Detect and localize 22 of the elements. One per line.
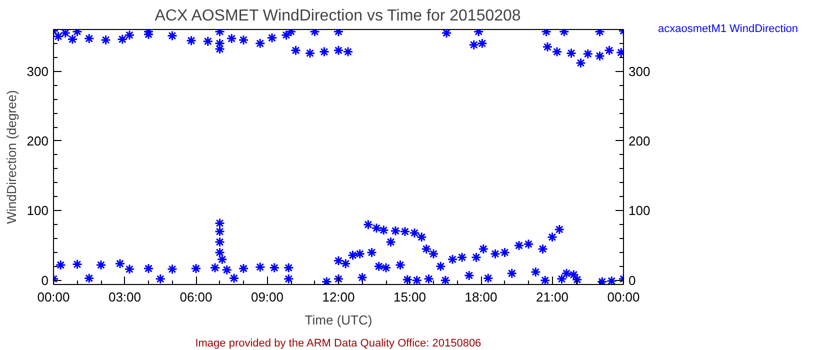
text: Image provided by the ARM Data Quality Office: 20150806 — [195, 338, 482, 350]
text: acxaosmetM1 WindDirection — [658, 22, 798, 37]
x-tick-label: 15:00 — [393, 290, 426, 304]
y2-tick-label: 100 — [628, 203, 650, 218]
chart-title: ACX AOSMET WindDirection vs Time for 20150208 — [154, 8, 521, 24]
y2-tick-label: 300 — [628, 64, 650, 79]
y-tick-label: 100 — [26, 203, 49, 218]
x-tick-label: 00:00 — [37, 290, 70, 304]
x-tick-label: 03:00 — [108, 290, 142, 304]
y-tick-label: 0 — [41, 272, 49, 288]
x-tick-label: 06:00 — [180, 290, 212, 304]
y2-tick-label: 200 — [628, 133, 650, 148]
x-tick-label: 00:00 — [607, 290, 640, 304]
y2-tick-label: 0 — [628, 272, 636, 288]
y-axis-title: WindDirection (degree) — [4, 90, 19, 224]
x-axis-title: Time (UTC) — [304, 312, 372, 328]
y-tick-label: 300 — [26, 64, 49, 79]
x-tick-label: 09:00 — [250, 290, 284, 304]
x-tick-label: 18:00 — [464, 290, 498, 304]
y-tick-label: 200 — [26, 133, 49, 148]
x-tick-label: 12:00 — [322, 290, 355, 304]
x-tick-label: 21:00 — [536, 290, 569, 304]
